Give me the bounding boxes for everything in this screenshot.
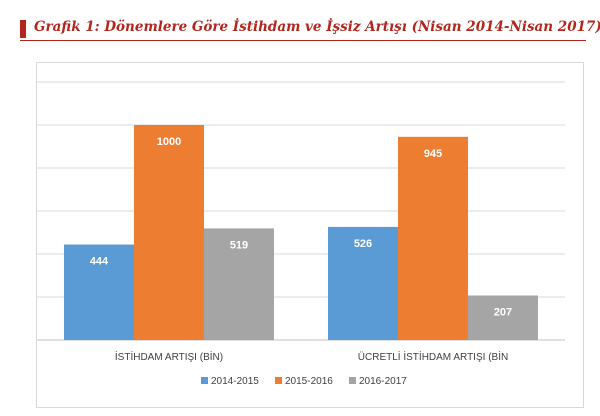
data-label: 1000 [157, 136, 181, 148]
bar [468, 295, 538, 340]
bar [328, 226, 398, 340]
bar-chart: 444 1000 519 İSTİHDAM ARTIŞI (BİN) 526 945 207… [37, 81, 565, 387]
legend-swatch [201, 377, 208, 384]
legend-label: 2016-2017 [359, 376, 407, 387]
chart-header: Grafik 1: Dönemlere Göre İstihdam ve İşs… [20, 18, 600, 42]
legend-label: 2015-2016 [285, 376, 333, 387]
data-label: 519 [230, 239, 248, 251]
bar [64, 244, 134, 340]
data-label: 444 [90, 256, 109, 268]
category-label: İSTİHDAM ARTIŞI (BİN) [115, 350, 223, 363]
title-underline [20, 40, 586, 41]
data-label: 945 [424, 148, 442, 160]
bar [134, 125, 204, 340]
data-label: 526 [354, 238, 372, 250]
bar [398, 136, 468, 340]
data-label: 207 [494, 306, 512, 318]
chart-frame: 444 1000 519 İSTİHDAM ARTIŞI (BİN) 526 945 207… [36, 62, 584, 408]
legend-swatch [349, 377, 356, 384]
bar [204, 228, 274, 340]
chart-title: Grafik 1: Dönemlere Göre İstihdam ve İşs… [34, 19, 600, 35]
legend-label: 2014-2015 [211, 376, 259, 387]
title-accent-bar [20, 20, 26, 38]
legend-swatch [275, 377, 282, 384]
category-label: ÜCRETLİ İSTİHDAM ARTIŞI (BİN [358, 350, 508, 363]
